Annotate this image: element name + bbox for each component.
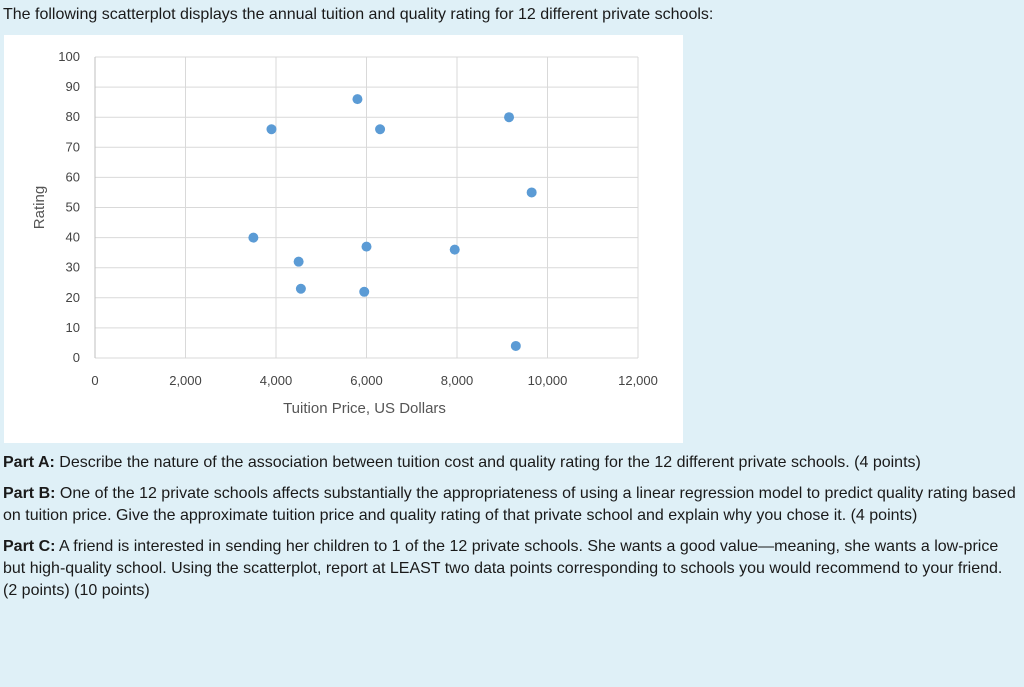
data-point <box>295 283 306 294</box>
data-point <box>293 256 304 267</box>
x-tick-label: 0 <box>91 373 98 388</box>
question-label: Part C: <box>3 538 56 555</box>
question-text: One of the 12 private schools affects su… <box>3 485 1016 524</box>
data-point <box>510 340 521 351</box>
data-point <box>352 94 363 105</box>
data-point <box>248 232 259 243</box>
y-tick-label: 70 <box>66 139 80 154</box>
question-text: Describe the nature of the association b… <box>54 454 921 471</box>
data-point <box>361 241 372 252</box>
y-tick-label: 90 <box>66 79 80 94</box>
y-tick-label: 60 <box>66 169 80 184</box>
x-tick-label: 12,000 <box>618 373 658 388</box>
questions: Part A: Describe the nature of the assoc… <box>3 452 1019 611</box>
y-tick-label: 50 <box>66 200 80 215</box>
question-part-a: Part A: Describe the nature of the assoc… <box>3 452 1019 474</box>
scatterplot: 0 10 20 30 40 50 60 70 80 90 100 0 2,000 4,000 6,000 8,… <box>31 49 658 417</box>
y-tick-label: 10 <box>66 320 80 335</box>
x-tick-label: 10,000 <box>528 373 568 388</box>
y-tick-label: 30 <box>66 260 80 275</box>
data-point <box>375 124 386 135</box>
question-text: A friend is interested in sending her ch… <box>3 538 1003 599</box>
data-point <box>449 244 460 255</box>
question-part-c: Part C: A friend is interested in sendin… <box>3 536 1019 602</box>
question-part-b: Part B: One of the 12 private schools af… <box>3 483 1019 527</box>
question-label: Part A: <box>3 454 55 471</box>
question-label: Part B: <box>3 485 56 502</box>
y-axis-title: Rating <box>31 186 48 229</box>
intro-text: The following scatterplot displays the a… <box>3 6 714 23</box>
y-tick-label: 80 <box>66 109 80 124</box>
x-tick-label: 6,000 <box>350 373 383 388</box>
y-tick-label: 100 <box>58 49 80 64</box>
x-axis-title: Tuition Price, US Dollars <box>283 400 446 417</box>
x-tick-label: 8,000 <box>441 373 474 388</box>
data-point <box>266 124 277 135</box>
data-point <box>359 286 370 297</box>
data-point <box>504 112 515 123</box>
x-tick-label: 4,000 <box>260 373 293 388</box>
y-tick-label: 0 <box>73 350 80 365</box>
y-tick-label: 40 <box>66 230 80 245</box>
data-point <box>526 187 537 198</box>
scatterplot-panel: 0 10 20 30 40 50 60 70 80 90 100 0 2,000 4,000 6,000 8,… <box>4 35 683 443</box>
x-tick-label: 2,000 <box>169 373 202 388</box>
y-tick-label: 20 <box>66 290 80 305</box>
